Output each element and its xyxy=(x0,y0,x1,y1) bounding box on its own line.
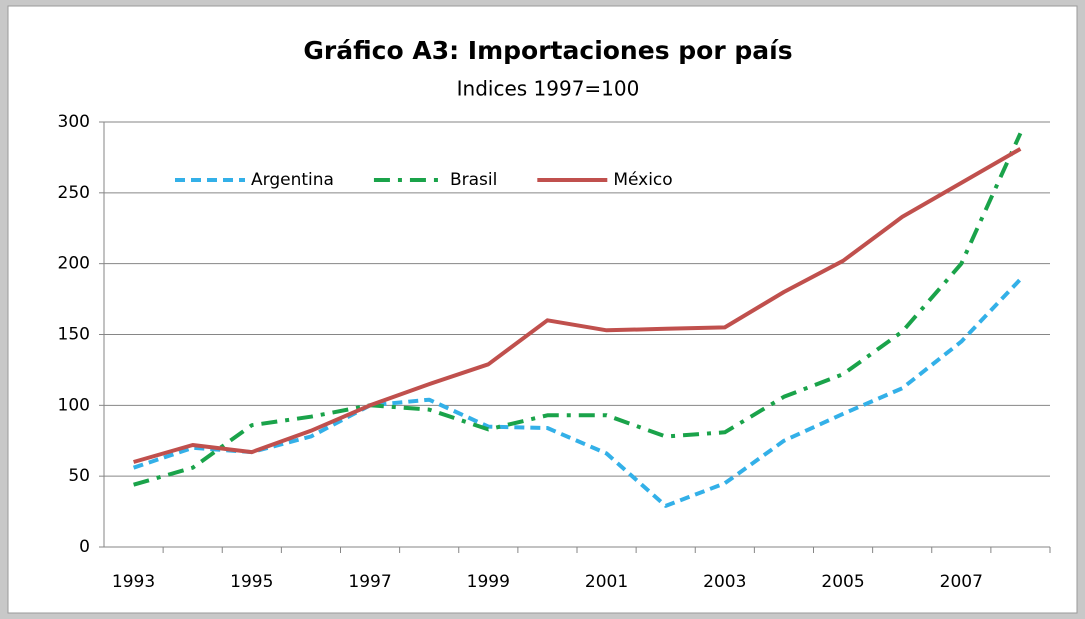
y-tick-label: 50 xyxy=(68,466,90,486)
legend-label: Argentina xyxy=(251,170,334,190)
line-series xyxy=(133,147,1022,464)
y-tick-label: 300 xyxy=(58,112,90,132)
y-tick-label: 150 xyxy=(58,325,90,345)
x-tick-label: 2001 xyxy=(585,572,628,592)
legend-label: Brasil xyxy=(450,170,497,190)
x-tick-label: 2003 xyxy=(703,572,746,592)
line-series xyxy=(132,277,1022,508)
x-tick-label: 1993 xyxy=(112,572,155,592)
chart-subtitle: Indices 1997=100 xyxy=(457,77,640,101)
x-tick-label: 1999 xyxy=(467,572,510,592)
y-tick-label: 100 xyxy=(58,395,90,415)
y-tick-label: 0 xyxy=(79,537,90,557)
legend-label: México xyxy=(613,170,672,190)
y-tick-label: 250 xyxy=(58,183,90,203)
x-tick-label: 1997 xyxy=(348,572,391,592)
x-tick-label: 1995 xyxy=(230,572,273,592)
x-tick-label: 2005 xyxy=(821,572,864,592)
chart-title: Gráfico A3: Importaciones por país xyxy=(303,36,792,65)
y-tick-label: 200 xyxy=(58,254,90,274)
chart-frame xyxy=(7,5,1078,614)
x-tick-label: 2007 xyxy=(940,572,983,592)
